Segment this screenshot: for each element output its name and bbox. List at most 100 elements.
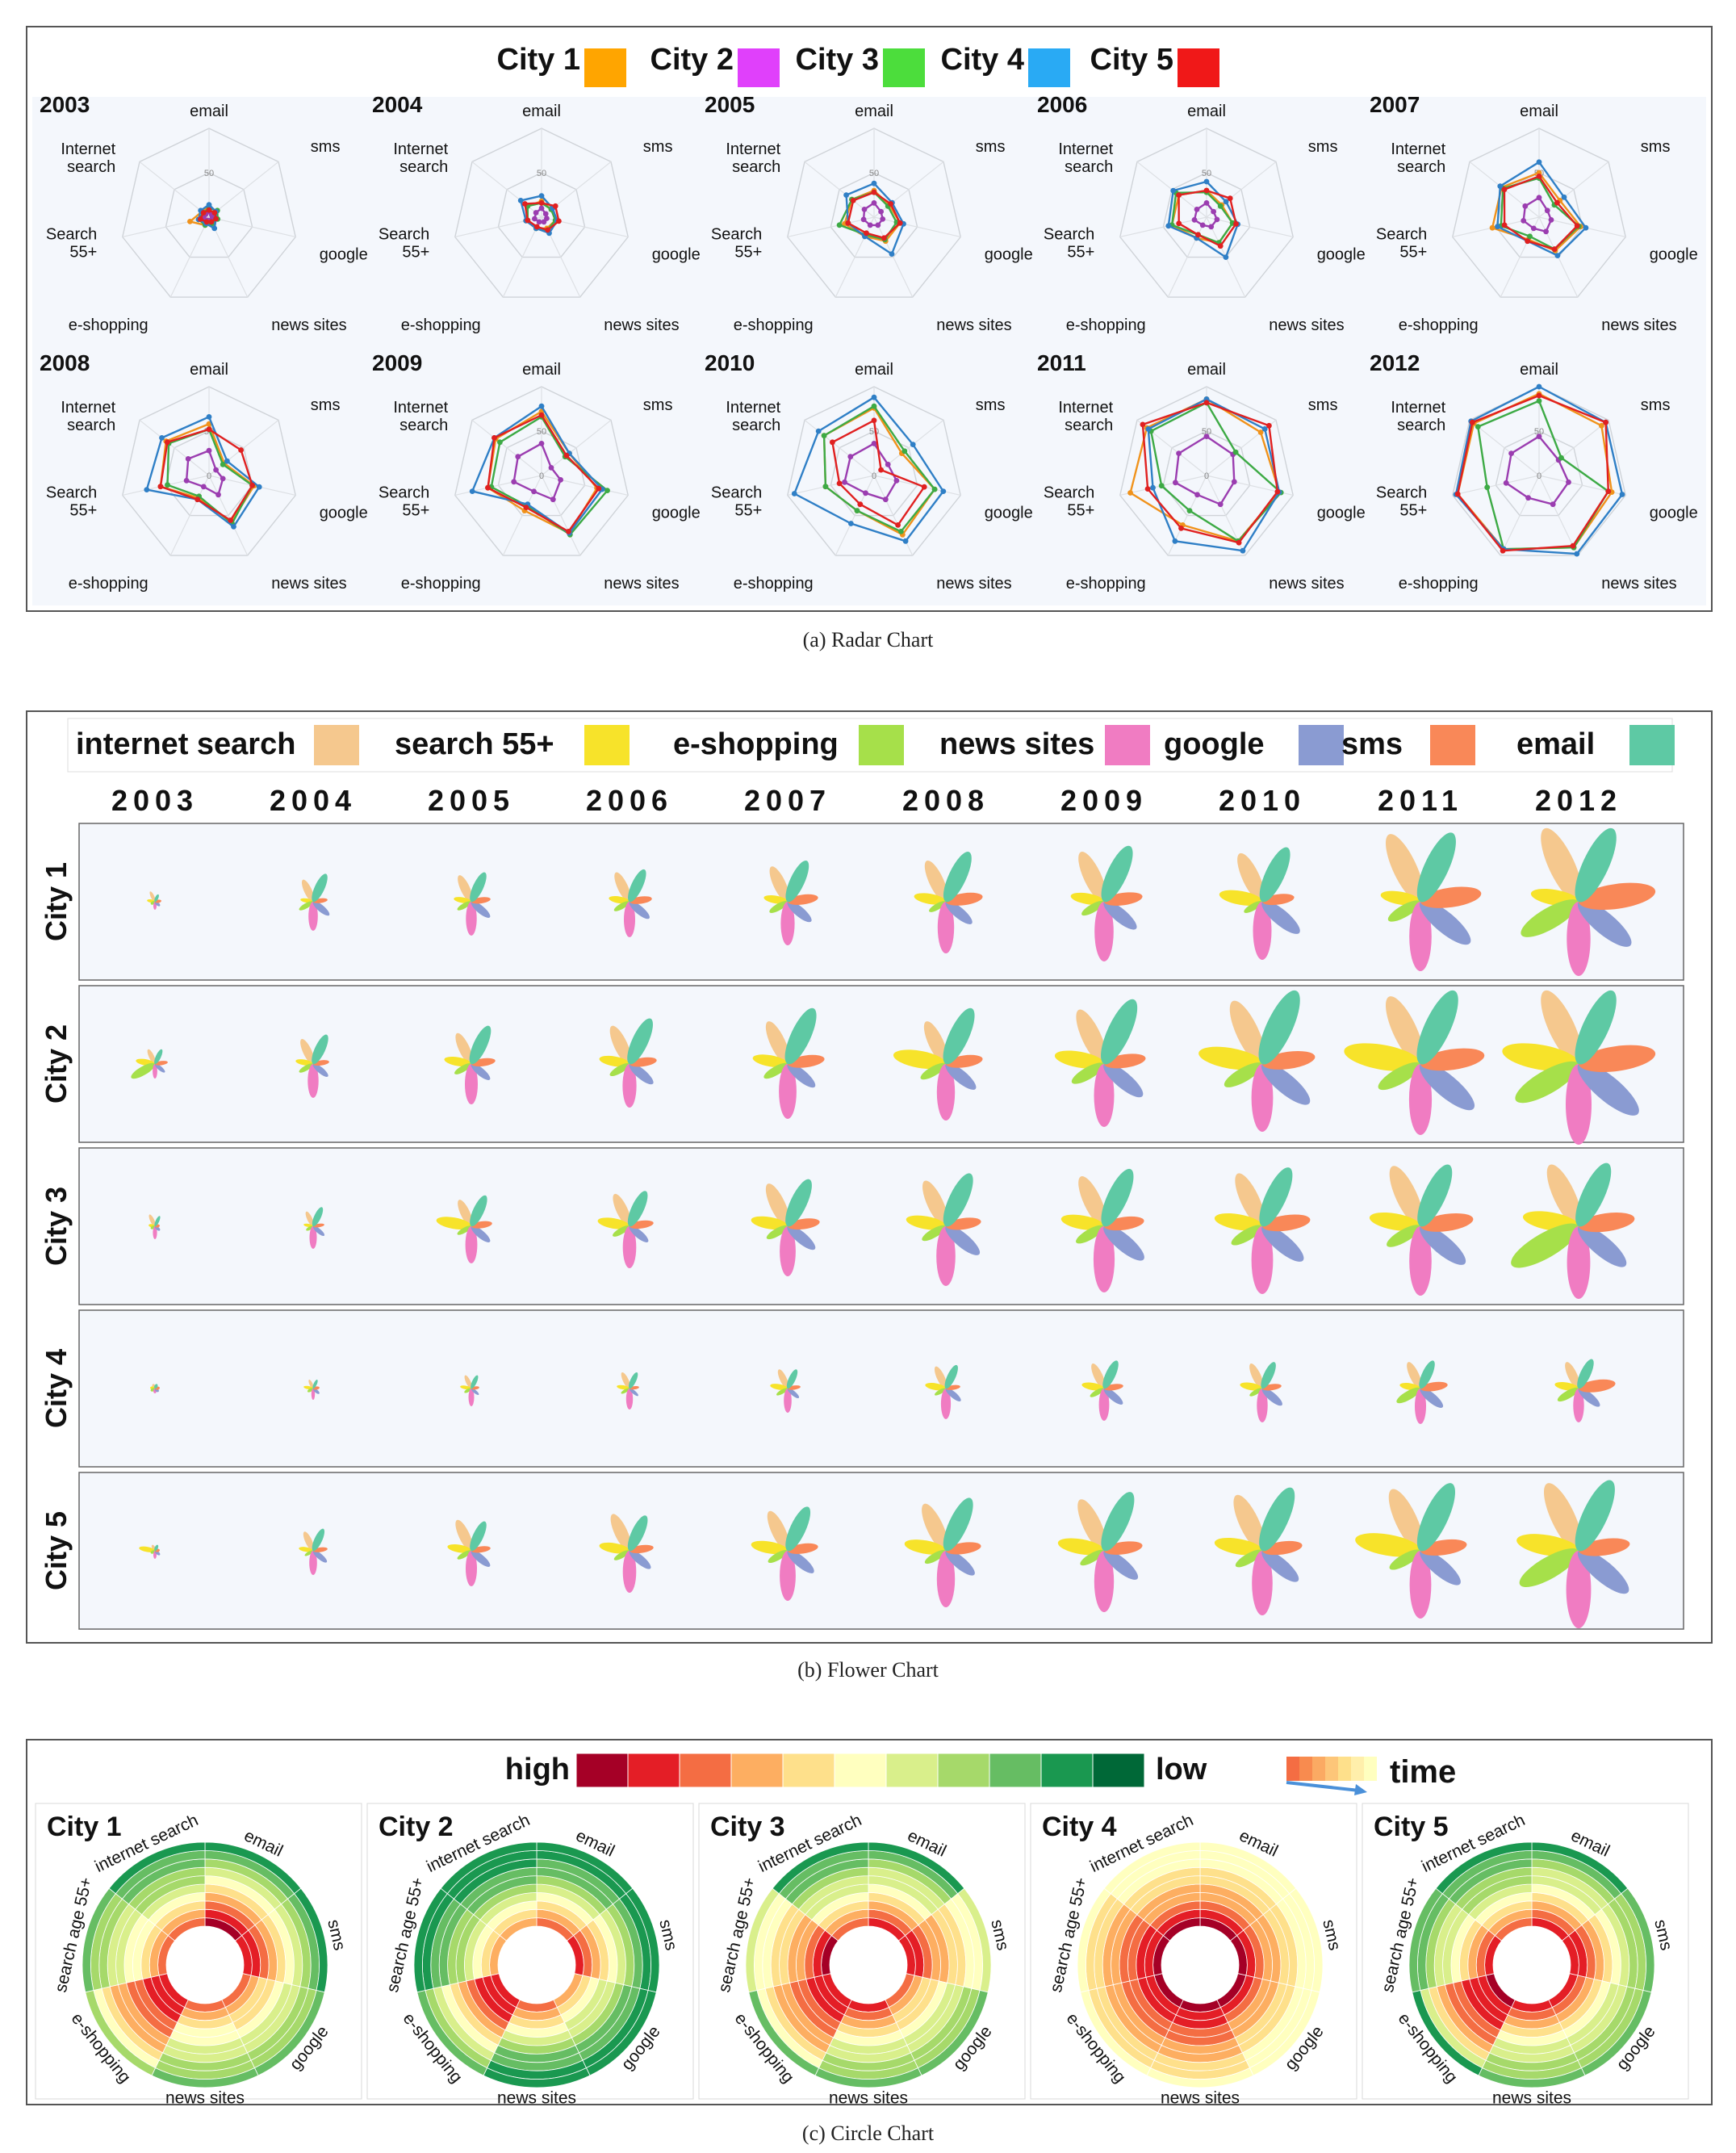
flower-petal-google xyxy=(1420,1549,1461,1585)
flower-petal-google xyxy=(787,901,812,923)
flower-petal-search-55- xyxy=(1214,1537,1263,1556)
radar-spoke xyxy=(873,161,944,218)
radar-series-line-5 xyxy=(1178,189,1237,247)
flower-petal-email xyxy=(154,1049,163,1065)
radar-legend-label-4: City 4 xyxy=(941,43,1024,77)
radar-axis-label: google xyxy=(985,246,1033,264)
radar-point xyxy=(1548,217,1554,223)
radar-point xyxy=(1178,526,1184,531)
flower-petal-search-55- xyxy=(447,1544,472,1553)
radar-tick-label: 50 xyxy=(1534,427,1544,437)
radar-point xyxy=(211,225,218,232)
flower-petal-google xyxy=(787,1225,816,1250)
radar-spoke xyxy=(471,419,542,476)
flower-petal-e-shopping xyxy=(924,1549,947,1564)
circle-legend-swatch xyxy=(885,1753,939,1788)
circle-legend-swatch xyxy=(782,1753,835,1788)
flower-petal-email xyxy=(628,869,646,903)
radar-point xyxy=(1217,501,1224,508)
flower-petal-e-shopping xyxy=(1235,1549,1263,1568)
circle-legend-swatch xyxy=(989,1753,1042,1788)
radar-point xyxy=(878,208,884,215)
radar-point xyxy=(1194,207,1200,212)
radar-grid-ring xyxy=(1162,172,1251,258)
flower-petal-e-shopping xyxy=(1519,1548,1579,1587)
flower-petal-e-shopping xyxy=(1076,1225,1105,1244)
radar-spoke xyxy=(169,216,210,298)
radar-point xyxy=(538,412,545,418)
radar-axis-label: Search 55+ xyxy=(1376,226,1427,262)
radar-point xyxy=(1140,421,1146,428)
radar-point xyxy=(517,198,524,203)
radar-axis-label: google xyxy=(652,246,701,264)
radar-axis-label: sms xyxy=(1308,138,1338,156)
radar-spoke xyxy=(122,216,210,238)
flower-petal-internet-search xyxy=(765,1183,790,1227)
flower-petal-e-shopping xyxy=(1511,1223,1579,1268)
radar-subplot-2007: 200750emailsmsgooglenews sitese-shopping… xyxy=(1370,92,1698,334)
flower-petal-e-shopping xyxy=(613,1225,630,1237)
flower-petal-e-shopping xyxy=(1557,1387,1579,1402)
flower-petal-e-shopping xyxy=(1244,901,1263,913)
radar-year-label: 2012 xyxy=(1370,350,1420,375)
radar-subplot-2003: 2003 50 email sms google news sites e-shopping… xyxy=(40,92,368,334)
circle-cell xyxy=(772,1841,869,1895)
circle-city-title: City 5 xyxy=(1374,1812,1449,1842)
radar-axis-label: sms xyxy=(311,138,341,156)
radar-point xyxy=(533,224,540,230)
radar-point xyxy=(1127,490,1133,496)
radar-point xyxy=(1503,480,1509,486)
flower-petal-news-sites xyxy=(936,1064,956,1120)
flower-petal-search-55- xyxy=(599,1055,630,1067)
radar-spoke xyxy=(1500,475,1540,556)
flower-petal-news-sites xyxy=(153,1064,157,1079)
radar-grid-ring xyxy=(1495,430,1583,517)
radar-grid-ring xyxy=(1119,386,1294,556)
radar-point xyxy=(1214,216,1220,223)
circle-legend-swatch xyxy=(575,1753,629,1788)
radar-legend-swatch-2 xyxy=(738,48,780,87)
flower-petal-google xyxy=(1420,1225,1466,1265)
radar-spoke xyxy=(1538,419,1609,476)
radar-point xyxy=(1176,450,1182,456)
flower-petal-google xyxy=(471,1063,491,1080)
radar-spoke xyxy=(873,475,961,496)
flower-petal-internet-search xyxy=(1543,1483,1583,1552)
flower-petal-email xyxy=(1259,1487,1295,1552)
radar-point xyxy=(231,524,236,530)
flower-petal-google xyxy=(1261,900,1300,934)
radar-axis-label: e-shopping xyxy=(734,316,814,334)
flower-petal-email xyxy=(154,894,159,903)
circle-time-arrowhead-icon xyxy=(1354,1784,1367,1795)
radar-tick-label: 50 xyxy=(1202,169,1211,178)
flower-glyph xyxy=(1396,1360,1448,1424)
flower-petal-news-sites xyxy=(780,1226,796,1276)
flower-petal-search-55- xyxy=(1214,1213,1263,1231)
radar-point xyxy=(1554,199,1560,206)
flower-petal-news-sites xyxy=(468,1389,475,1406)
flower-year-header: 2004 xyxy=(270,784,357,817)
flower-glyph xyxy=(1240,1362,1282,1422)
flower-petal-news-sites xyxy=(1409,1551,1432,1619)
flower-petal-google xyxy=(629,901,650,919)
radar-point xyxy=(596,485,602,492)
flower-petal-search-55- xyxy=(599,1542,630,1554)
flower-petal-news-sites xyxy=(779,1064,797,1119)
flower-petal-search-55- xyxy=(1054,1050,1105,1069)
radar-year-label: 2003 xyxy=(40,92,90,117)
radar-point xyxy=(889,251,895,257)
flower-petal-search-55- xyxy=(914,893,947,905)
flower-petal-internet-search xyxy=(149,891,156,903)
flower-petal-news-sites xyxy=(309,1226,317,1249)
radar-series-line-4 xyxy=(1454,385,1624,555)
radar-point xyxy=(185,456,191,462)
radar-axis-label: news sites xyxy=(936,575,1011,593)
radar-point xyxy=(1172,538,1178,544)
radar-spoke xyxy=(208,161,279,218)
flower-petal-sms xyxy=(1420,1381,1448,1392)
radar-series-line-5 xyxy=(1456,394,1610,552)
radar-axis-label: news sites xyxy=(604,575,679,593)
flower-legend-label-6: sms xyxy=(1341,727,1403,761)
circle-time-legend-swatch xyxy=(1364,1757,1377,1781)
